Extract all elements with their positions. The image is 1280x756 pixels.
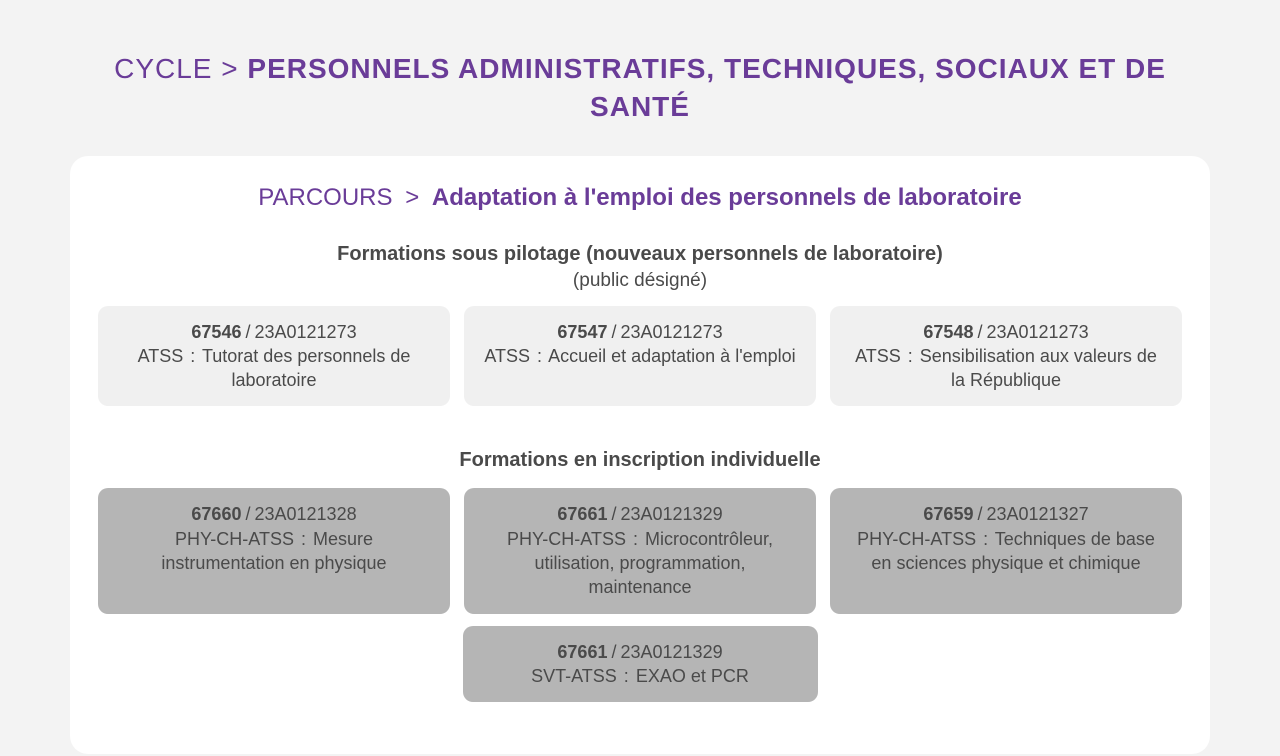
formation-code-b: 23A0121329 [620, 642, 722, 662]
formation-desc: Accueil et adaptation à l'emploi [548, 346, 796, 366]
formation-code-a: 67547 [557, 322, 607, 342]
colon: : [532, 346, 542, 366]
formation-code-a: 67548 [923, 322, 973, 342]
formation-box: 67660/23A0121328 PHY-CH-ATSS : Mesure in… [98, 488, 450, 613]
formation-box: 67659/23A0121327 PHY-CH-ATSS : Technique… [830, 488, 1182, 613]
title-separator: > [221, 53, 238, 84]
formation-box: 67661/23A0121329 PHY-CH-ATSS : Microcont… [464, 488, 816, 613]
parcours-heading: PARCOURS > Adaptation à l'emploi des per… [98, 184, 1182, 212]
colon: : [185, 346, 195, 366]
code-slash: / [245, 504, 250, 524]
section2-row2: 67661/23A0121329 SVT-ATSS : EXAO et PCR [98, 626, 1182, 703]
content-card: PARCOURS > Adaptation à l'emploi des per… [70, 156, 1210, 755]
formation-prefix: PHY-CH-ATSS [175, 529, 294, 549]
parcours-label: PARCOURS [258, 184, 392, 211]
formation-prefix: SVT-ATSS [531, 666, 617, 686]
formation-prefix: ATSS [484, 346, 530, 366]
formation-prefix: ATSS [138, 346, 184, 366]
formation-code-b: 23A0121329 [620, 504, 722, 524]
formation-code-a: 67546 [191, 322, 241, 342]
formation-desc: EXAO et PCR [636, 666, 749, 686]
colon: : [619, 666, 629, 686]
section1-title: Formations sous pilotage (nouveaux perso… [300, 240, 980, 268]
code-slash: / [611, 504, 616, 524]
cycle-title: PERSONNELS ADMINISTRATIFS, TECHNIQUES, S… [247, 53, 1166, 122]
cycle-label: CYCLE [114, 53, 212, 84]
formation-code-b: 23A0121273 [254, 322, 356, 342]
parcours-value: Adaptation à l'emploi des personnels de … [432, 184, 1022, 211]
formation-desc: Sensibilisation aux valeurs de la Républ… [920, 346, 1157, 390]
section2-row1: 67660/23A0121328 PHY-CH-ATSS : Mesure in… [98, 488, 1182, 613]
formation-code-a: 67661 [557, 504, 607, 524]
formation-desc: Tutorat des personnels de laboratoire [202, 346, 410, 390]
code-slash: / [611, 642, 616, 662]
code-slash: / [611, 322, 616, 342]
colon: : [903, 346, 913, 366]
formation-box: 67661/23A0121329 SVT-ATSS : EXAO et PCR [463, 626, 818, 703]
formation-code-b: 23A0121273 [986, 322, 1088, 342]
formation-code-b: 23A0121328 [254, 504, 356, 524]
section1-subtitle: (public désigné) [98, 270, 1182, 292]
formation-box: 67548/23A0121273 ATSS : Sensibilisation … [830, 306, 1182, 407]
colon: : [978, 529, 988, 549]
formation-code-b: 23A0121327 [986, 504, 1088, 524]
formation-box: 67546/23A0121273 ATSS : Tutorat des pers… [98, 306, 450, 407]
formation-code-b: 23A0121273 [620, 322, 722, 342]
code-slash: / [977, 322, 982, 342]
formation-prefix: PHY-CH-ATSS [857, 529, 976, 549]
page-title: CYCLE > PERSONNELS ADMINISTRATIFS, TECHN… [70, 50, 1210, 126]
formation-prefix: ATSS [855, 346, 901, 366]
formation-code-a: 67661 [557, 642, 607, 662]
section2-title: Formations en inscription individuelle [300, 446, 980, 474]
parcours-separator: > [405, 184, 419, 211]
colon: : [628, 529, 638, 549]
colon: : [296, 529, 306, 549]
section1-row: 67546/23A0121273 ATSS : Tutorat des pers… [98, 306, 1182, 407]
formation-code-a: 67659 [923, 504, 973, 524]
formation-box: 67547/23A0121273 ATSS : Accueil et adapt… [464, 306, 816, 407]
formation-prefix: PHY-CH-ATSS [507, 529, 626, 549]
code-slash: / [977, 504, 982, 524]
code-slash: / [245, 322, 250, 342]
formation-code-a: 67660 [191, 504, 241, 524]
